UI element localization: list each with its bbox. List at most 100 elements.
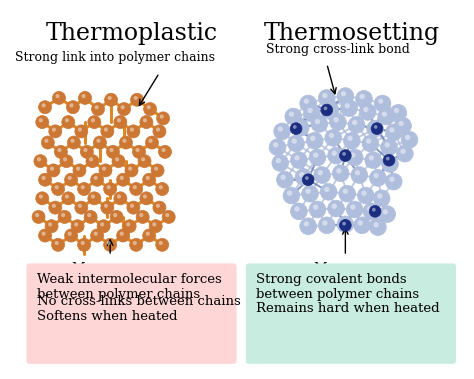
- Circle shape: [309, 149, 326, 166]
- Circle shape: [399, 121, 404, 126]
- Circle shape: [136, 148, 140, 152]
- Circle shape: [41, 136, 55, 149]
- Circle shape: [347, 136, 353, 141]
- Circle shape: [81, 241, 85, 245]
- Circle shape: [52, 183, 64, 196]
- Circle shape: [38, 173, 52, 186]
- Circle shape: [81, 145, 93, 158]
- Circle shape: [131, 93, 144, 106]
- Circle shape: [283, 187, 300, 204]
- Circle shape: [55, 241, 59, 245]
- Circle shape: [127, 201, 140, 214]
- Circle shape: [290, 123, 302, 135]
- Circle shape: [341, 100, 357, 116]
- Circle shape: [143, 173, 155, 186]
- Circle shape: [119, 136, 132, 149]
- Circle shape: [71, 220, 84, 233]
- Circle shape: [165, 213, 169, 217]
- Circle shape: [146, 136, 158, 149]
- Circle shape: [341, 91, 346, 96]
- Circle shape: [287, 191, 292, 196]
- Circle shape: [341, 219, 346, 225]
- Circle shape: [355, 170, 360, 175]
- Circle shape: [357, 220, 363, 226]
- Circle shape: [143, 194, 147, 199]
- Circle shape: [69, 103, 73, 108]
- Circle shape: [79, 91, 91, 105]
- Circle shape: [133, 185, 137, 189]
- Circle shape: [107, 185, 111, 189]
- Circle shape: [310, 136, 316, 141]
- Circle shape: [344, 132, 360, 149]
- Circle shape: [97, 220, 110, 233]
- Circle shape: [351, 167, 368, 183]
- Circle shape: [291, 203, 307, 220]
- Circle shape: [326, 105, 331, 110]
- Circle shape: [49, 125, 62, 138]
- Circle shape: [65, 118, 69, 122]
- Circle shape: [55, 145, 67, 158]
- Circle shape: [32, 210, 45, 224]
- Circle shape: [396, 145, 413, 162]
- Circle shape: [401, 132, 418, 148]
- Circle shape: [96, 139, 100, 143]
- Circle shape: [294, 155, 300, 161]
- Circle shape: [134, 96, 138, 100]
- Circle shape: [128, 166, 132, 171]
- Circle shape: [346, 149, 363, 166]
- Circle shape: [107, 145, 119, 158]
- Circle shape: [378, 99, 383, 104]
- Circle shape: [300, 218, 317, 235]
- Circle shape: [117, 229, 130, 242]
- Circle shape: [374, 222, 379, 227]
- Circle shape: [342, 222, 346, 226]
- Circle shape: [144, 103, 156, 116]
- Circle shape: [324, 187, 329, 192]
- Circle shape: [78, 183, 91, 196]
- Circle shape: [52, 127, 56, 132]
- Circle shape: [324, 106, 328, 110]
- Circle shape: [83, 148, 88, 152]
- Circle shape: [332, 165, 349, 182]
- Circle shape: [68, 176, 72, 180]
- Circle shape: [319, 89, 335, 106]
- Circle shape: [84, 210, 97, 224]
- Circle shape: [154, 166, 158, 171]
- Circle shape: [57, 148, 62, 152]
- Circle shape: [140, 116, 153, 128]
- Circle shape: [322, 93, 328, 98]
- Circle shape: [38, 229, 52, 242]
- Circle shape: [365, 152, 382, 169]
- Circle shape: [109, 148, 114, 152]
- Circle shape: [86, 155, 99, 168]
- Circle shape: [102, 166, 106, 171]
- Circle shape: [155, 183, 169, 196]
- Circle shape: [362, 135, 379, 152]
- Circle shape: [42, 103, 46, 108]
- Circle shape: [357, 187, 374, 204]
- Text: Strong covalent bonds
between polymer chains: Strong covalent bonds between polymer ch…: [256, 273, 419, 301]
- Circle shape: [394, 108, 399, 113]
- Circle shape: [384, 142, 390, 147]
- Circle shape: [153, 201, 166, 214]
- Circle shape: [359, 103, 376, 120]
- Circle shape: [373, 190, 390, 207]
- Circle shape: [113, 213, 117, 217]
- Circle shape: [117, 118, 121, 122]
- Circle shape: [117, 194, 121, 199]
- Circle shape: [152, 222, 156, 227]
- Circle shape: [302, 174, 314, 186]
- Circle shape: [89, 157, 93, 161]
- FancyBboxPatch shape: [246, 263, 456, 364]
- Circle shape: [325, 130, 342, 146]
- Circle shape: [158, 145, 172, 158]
- Circle shape: [151, 164, 164, 177]
- Circle shape: [110, 210, 123, 224]
- Circle shape: [370, 219, 386, 235]
- Circle shape: [329, 114, 346, 130]
- Circle shape: [99, 164, 112, 177]
- Circle shape: [64, 229, 78, 242]
- Circle shape: [114, 116, 127, 128]
- Circle shape: [343, 189, 348, 194]
- Circle shape: [126, 222, 130, 227]
